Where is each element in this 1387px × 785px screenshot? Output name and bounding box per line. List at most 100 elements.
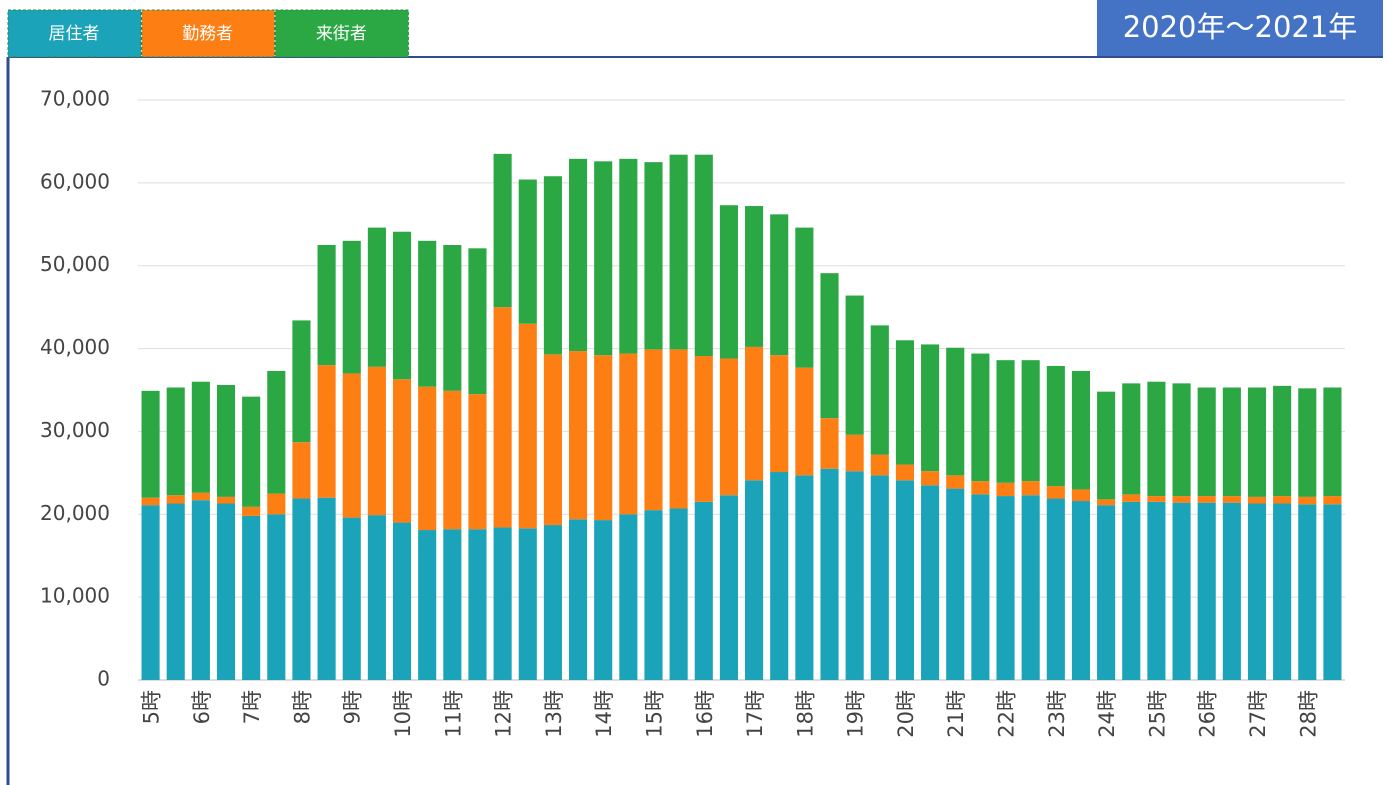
bar-segment [1046,486,1065,499]
bar-segment [1247,496,1267,504]
bar-segment [1071,501,1091,680]
bar-segment [392,522,412,680]
bar-segment [1147,381,1166,497]
bar-segment [1298,496,1317,505]
x-tick-label: 6時 [190,690,214,724]
bar-segment [1172,496,1191,503]
x-tick-label: 10時 [391,690,415,738]
legend-label: 勤務者 [182,24,233,44]
chart-title: 2020年～2021年 [1123,10,1358,44]
bar-segment [1273,496,1292,504]
x-tick-label: 5時 [140,690,164,724]
bar-segment [745,480,764,680]
legend-label: 来街者 [316,24,367,44]
bar-segment [895,340,915,465]
bar-segment [870,325,889,455]
bar-segment [1021,481,1040,496]
bar-segment [166,387,185,496]
bar-segment [317,365,336,498]
bar-segment [267,493,286,515]
bar-segment [1222,496,1241,503]
bar-segment [719,205,738,359]
bar-segment [543,176,562,355]
bar-segment [1021,360,1040,482]
bar-segment [216,496,236,504]
bar-segment [292,320,311,443]
bar-segment [1247,387,1267,497]
x-tick-label: 25時 [1145,690,1169,738]
bar-segment [1122,501,1141,680]
bar-segment [292,498,311,680]
y-tick-label: 50,000 [40,252,110,276]
bar-segment [1172,502,1191,680]
bar-segment [1197,387,1216,497]
bar-segment [1147,496,1166,502]
bar-segment [971,481,990,495]
bar-segment [518,323,537,529]
bar-segment [1323,496,1342,505]
bar-segment [317,497,336,680]
bar-segment [1273,503,1292,680]
bar-segment [820,273,839,419]
bar-segment [770,472,789,680]
bar-segment [418,530,437,680]
bar-segment [1122,494,1141,502]
bar-segment [1046,365,1065,487]
y-tick-label: 0 [97,667,110,691]
bar-segment [895,464,915,481]
y-tick-label: 40,000 [40,335,110,359]
bar-segment [1197,502,1216,680]
x-tick-label: 24時 [1095,690,1119,738]
x-tick-label: 21時 [944,690,968,738]
bar-segment [1323,387,1342,497]
title-box [1097,0,1383,56]
bar-segment [1046,498,1065,680]
bar-segment [996,360,1015,483]
bar-segment [216,503,236,680]
bar-segment [543,525,562,680]
x-tick-label: 11時 [441,690,465,738]
bar-segment [644,510,663,680]
bar-segment [392,379,412,523]
bar-segment [543,354,562,526]
bar-segment [719,495,738,680]
bar-segment [342,240,361,374]
bar-segment [619,158,638,354]
bar-segment [1247,503,1267,680]
x-tick-label: 17時 [743,690,767,738]
bar-segment [946,488,965,680]
bar-segment [1197,496,1216,503]
bar-segment [1222,387,1241,497]
bar-segment [493,153,512,308]
bar-segment [342,373,361,518]
bar-segment [141,505,160,680]
bar-segment [594,355,613,521]
bar-segment [1298,504,1317,680]
x-tick-label: 7時 [240,690,264,724]
bar-segment [619,514,638,680]
bar-segment [518,179,537,324]
bar-segment [644,162,663,350]
bar-segment [845,471,864,680]
legend-swatch [141,9,276,58]
y-tick-label: 30,000 [40,418,110,442]
bar-segment [745,206,764,347]
y-tick-label: 20,000 [40,501,110,525]
bar-segment [141,390,160,498]
bar-segment [1021,495,1040,680]
bar-segment [870,454,889,476]
bar-segment [191,492,210,501]
bar-segment [191,381,210,493]
bar-segment [1147,501,1166,680]
bar-segment [795,227,814,368]
bar-segment [216,385,236,497]
bar-segment [443,245,462,391]
bar-segment [191,500,210,680]
legend-swatch [7,9,142,58]
x-tick-label: 15時 [642,690,666,738]
bar-segment [1172,383,1191,497]
x-tick-label: 13時 [542,690,566,738]
bar-segment [1097,391,1116,500]
bar-segment [166,503,185,680]
